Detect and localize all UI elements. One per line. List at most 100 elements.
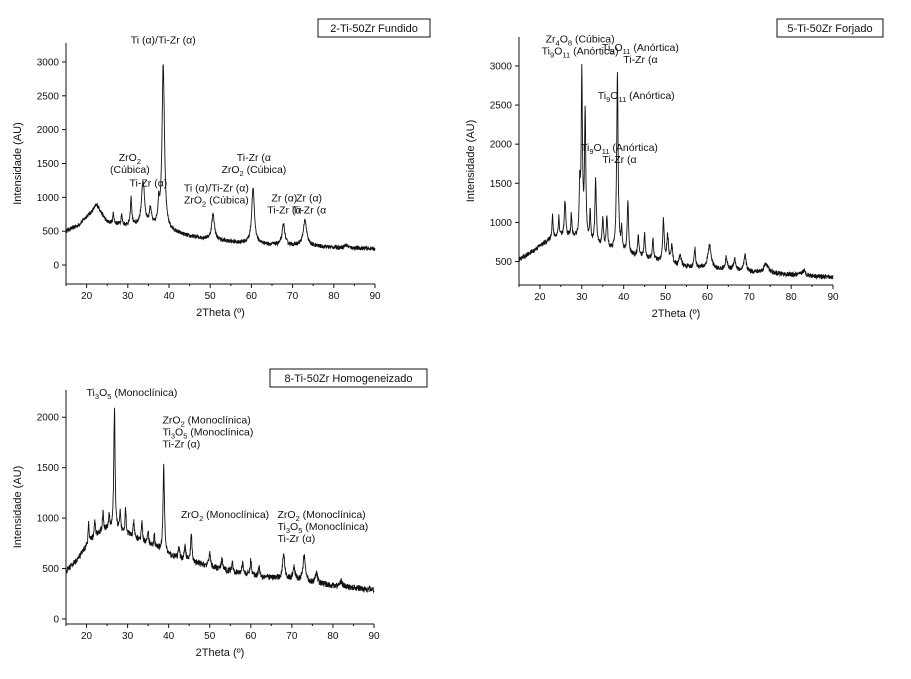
annotation-line: ZrO2 (Monoclínica) [181, 509, 269, 523]
annotation-line: Ti-Zr (α [267, 204, 301, 216]
annotation-line: ZrO2 (Monoclínica) [163, 414, 251, 428]
annotation-line: Ti-Zr (α [623, 54, 657, 66]
x-tick-label: 70 [744, 292, 756, 303]
peak-annotation: ZrO2(Cúbica) [110, 152, 150, 176]
y-tick-label: 1500 [37, 159, 60, 170]
annotation-line: Zr (α) [271, 192, 297, 204]
chart-panel-2: 5-Ti-50Zr Forjado 20 30 40 50 60 70 80 90 500 1000… [465, 18, 884, 320]
peak-annotation: Zr (α)Ti-Zr (α [292, 192, 326, 216]
peak-annotation: ZrO2 (Monoclínica) [181, 509, 269, 523]
annotation-line: Ti-Zr (α [237, 152, 271, 164]
x-axis-title: 2Theta (º) [196, 307, 245, 319]
annotation-line: Ti-Zr (α [292, 204, 326, 216]
chart-title: 8-Ti-50Zr Homogeneizado [285, 373, 413, 385]
x-tick-label: 50 [204, 631, 216, 642]
x-tick-label: 60 [702, 292, 714, 303]
annotation-line: Ti (α)/Ti-Zr (α) [184, 182, 249, 194]
y-tick-label: 1500 [490, 179, 513, 190]
annotation-line: Ti3O5 (Monoclínica) [163, 426, 254, 440]
x-tick-label: 70 [287, 291, 299, 302]
series-line [518, 63, 834, 281]
y-tick-label: 500 [42, 227, 59, 238]
x-tick-label: 50 [660, 292, 672, 303]
y-tick-label: 1000 [37, 193, 60, 204]
y-axis-title: Intensidade (AU) [465, 120, 477, 203]
series-line [65, 407, 375, 594]
x-tick-label: 80 [786, 292, 798, 303]
peak-annotation: Ti9O11 (Anórtica)Ti-Zr (α [602, 42, 679, 66]
y-tick-label: 0 [53, 614, 59, 625]
peak-annotation: Ti9O11 (Anórtica) [598, 90, 675, 104]
y-tick-label: 2500 [490, 101, 513, 112]
x-tick-label: 20 [81, 631, 93, 642]
annotation-line: Ti9O11 (Anórtica) [581, 142, 658, 156]
series-line [65, 64, 376, 252]
x-tick-label: 50 [205, 291, 217, 302]
peak-annotation: ZrO2 (Monoclínica)Ti3O5 (Monoclínica)Ti-… [277, 509, 368, 545]
annotation-line: Ti9O11 (Anórtica) [542, 45, 619, 59]
chart-title: 5-Ti-50Zr Forjado [787, 23, 872, 35]
peak-annotation: Ti9O11 (Anórtica)Ti-Zr (α [581, 142, 658, 166]
annotation-line: Ti9O11 (Anórtica) [602, 42, 679, 56]
y-tick-label: 1000 [490, 218, 513, 229]
annotation-line: Ti9O11 (Anórtica) [598, 90, 675, 104]
x-tick-label: 20 [534, 292, 546, 303]
x-tick-label: 60 [246, 291, 258, 302]
y-tick-label: 2000 [37, 413, 60, 424]
chart-title-box [317, 18, 431, 38]
annotation-line: Ti-Zr (α) [163, 438, 201, 450]
peak-annotation: Ti (α)/Ti-Zr (α)ZrO2 (Cúbica) [184, 182, 249, 208]
y-tick-label: 2000 [490, 140, 513, 151]
peak-annotation: Ti-Zr (α) [130, 178, 168, 190]
x-tick-label: 40 [163, 291, 175, 302]
annotation-line: ZrO2 (Monoclínica) [277, 509, 365, 523]
chart-title-box [269, 368, 428, 388]
x-tick-label: 40 [618, 292, 630, 303]
peak-annotation: Zr (α)Ti-Zr (α [267, 192, 301, 216]
peak-annotation: Ti (α)/Ti-Zr (α) [131, 35, 196, 47]
y-tick-label: 2000 [37, 125, 60, 136]
annotation-line: (Cúbica) [110, 164, 150, 176]
y-tick-label: 500 [495, 257, 512, 268]
y-tick-label: 3000 [37, 57, 60, 68]
x-tick-label: 90 [827, 292, 839, 303]
annotation-line: Ti-Zr (α) [277, 533, 315, 545]
annotation-line: Ti (α)/Ti-Zr (α) [131, 35, 196, 47]
y-tick-label: 1500 [37, 463, 60, 474]
x-tick-label: 20 [81, 291, 93, 302]
x-tick-label: 30 [576, 292, 588, 303]
x-axis-title: 2Theta (º) [652, 308, 701, 320]
y-tick-label: 0 [53, 261, 59, 272]
x-tick-label: 60 [245, 631, 257, 642]
x-tick-label: 30 [122, 291, 134, 302]
peak-annotation: Ti3O5 (Monoclínica) [87, 387, 178, 401]
annotation-line: ZrO2 (Cúbica) [221, 164, 286, 178]
y-tick-label: 500 [42, 564, 59, 575]
peak-annotation: Zr4O8 (Cúbica)Ti9O11 (Anórtica) [542, 33, 619, 59]
y-tick-label: 3000 [490, 61, 513, 72]
x-tick-label: 40 [163, 631, 175, 642]
annotation-line: Zr4O8 (Cúbica) [546, 33, 615, 47]
chart-panel-3: 8-Ti-50Zr Homogeneizado 20 30 40 50 60 70 80 90 0… [12, 368, 428, 659]
x-tick-label: 90 [369, 291, 381, 302]
annotation-line: Ti-Zr (α [602, 154, 636, 166]
x-tick-label: 80 [327, 631, 339, 642]
x-tick-label: 90 [368, 631, 380, 642]
annotation-line: Ti3O5 (Monoclínica) [277, 521, 368, 535]
x-axis-title: 2Theta (º) [196, 647, 245, 659]
chart-title-box [776, 18, 884, 38]
peak-annotation: ZrO2 (Monoclínica)Ti3O5 (Monoclínica)Ti-… [163, 414, 254, 450]
y-axis-title: Intensidade (AU) [12, 466, 24, 549]
y-tick-label: 2500 [37, 91, 60, 102]
annotation-line: Ti3O5 (Monoclínica) [87, 387, 178, 401]
x-tick-label: 80 [328, 291, 340, 302]
annotation-line: ZrO2 (Cúbica) [184, 194, 249, 208]
annotation-line: Ti-Zr (α) [130, 178, 168, 190]
chart-title: 2-Ti-50Zr Fundido [330, 23, 418, 35]
annotation-line: ZrO2 [119, 152, 141, 166]
y-tick-label: 1000 [37, 514, 60, 525]
y-axis-title: Intensidade (AU) [12, 122, 24, 205]
